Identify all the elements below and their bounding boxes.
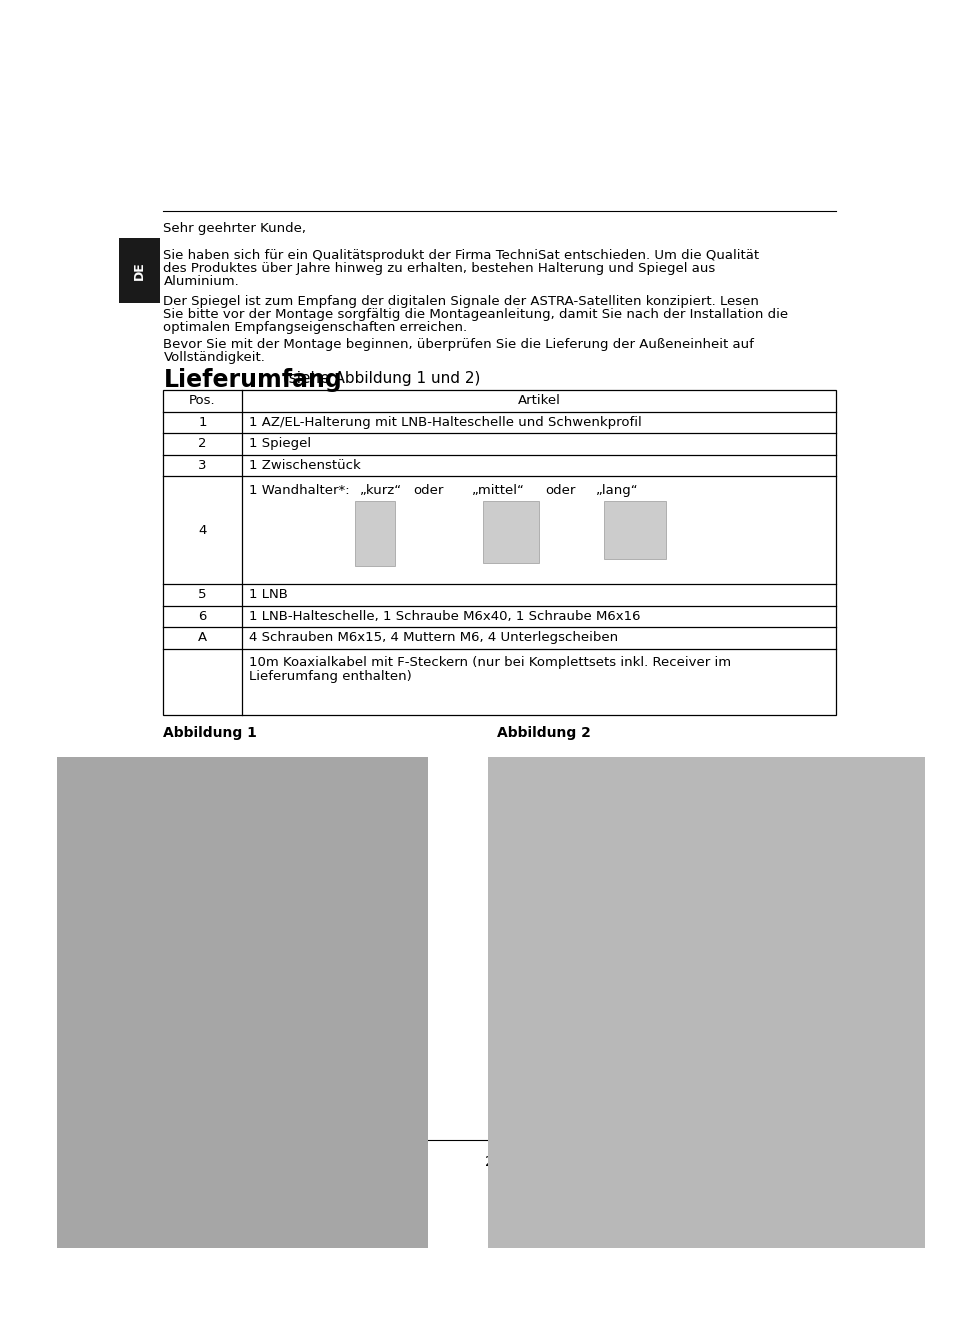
Text: 4: 4: [198, 523, 207, 537]
Bar: [482, 500, 537, 562]
Text: 1 LNB-Halteschelle, 1 Schraube M6x40, 1 Schraube M6x16: 1 LNB-Halteschelle, 1 Schraube M6x40, 1 …: [249, 610, 640, 624]
Bar: [355, 500, 395, 566]
Text: Sie haben sich für ein Qualitätsprodukt der Firma TechniSat entschieden. Um die : Sie haben sich für ein Qualitätsprodukt …: [163, 249, 759, 262]
Text: 1 Wandhalter*:: 1 Wandhalter*:: [249, 484, 350, 496]
Text: Artikel: Artikel: [517, 395, 559, 407]
Text: A: A: [198, 632, 207, 645]
Bar: [119, 238, 159, 302]
Text: 2: 2: [198, 438, 207, 451]
Text: 2: 2: [484, 1155, 493, 1168]
Text: Pos.: Pos.: [189, 395, 215, 407]
Text: * Inhalt abhängig vom gewählten Paket: * Inhalt abhängig vom gewählten Paket: [576, 1155, 822, 1168]
Text: (siehe Abbildung 1 und 2): (siehe Abbildung 1 und 2): [278, 371, 480, 385]
Text: „mittel“: „mittel“: [472, 484, 524, 496]
Text: Lieferumfang: Lieferumfang: [163, 368, 342, 392]
Bar: [603, 500, 665, 559]
Text: 10m Koaxialkabel mit F-Steckern (nur bei Komplettsets inkl. Receiver im: 10m Koaxialkabel mit F-Steckern (nur bei…: [249, 657, 731, 669]
Text: 4 Schrauben M6x15, 4 Muttern M6, 4 Unterlegscheiben: 4 Schrauben M6x15, 4 Muttern M6, 4 Unter…: [249, 632, 618, 645]
Text: Der Spiegel ist zum Empfang der digitalen Signale der ASTRA-Satelliten konzipier: Der Spiegel ist zum Empfang der digitale…: [163, 296, 759, 308]
Text: 5: 5: [198, 589, 207, 601]
Text: 1 Spiegel: 1 Spiegel: [249, 438, 312, 451]
Text: 6: 6: [198, 610, 207, 624]
Text: Aluminium.: Aluminium.: [163, 276, 239, 288]
Text: oder: oder: [545, 484, 576, 496]
Text: optimalen Empfangseigenschaften erreichen.: optimalen Empfangseigenschaften erreiche…: [163, 321, 467, 334]
Text: 1 AZ/EL-Halterung mit LNB-Halteschelle und Schwenkprofil: 1 AZ/EL-Halterung mit LNB-Halteschelle u…: [249, 416, 641, 429]
Text: 1 Zwischenstück: 1 Zwischenstück: [249, 459, 361, 472]
Text: Vollständigkeit.: Vollständigkeit.: [163, 351, 265, 364]
Text: 1: 1: [198, 416, 207, 429]
Bar: [163, 389, 835, 714]
Text: Abbildung 1: Abbildung 1: [163, 725, 257, 740]
Text: oder: oder: [414, 484, 444, 496]
Text: 1 LNB: 1 LNB: [249, 589, 288, 601]
Text: Bevor Sie mit der Montage beginnen, überprüfen Sie die Lieferung der Außeneinhei: Bevor Sie mit der Montage beginnen, über…: [163, 337, 754, 351]
Text: des Produktes über Jahre hinweg zu erhalten, bestehen Halterung und Spiegel aus: des Produktes über Jahre hinweg zu erhal…: [163, 262, 715, 276]
Text: 3: 3: [198, 459, 207, 472]
Text: „lang“: „lang“: [596, 484, 638, 496]
Text: „kurz“: „kurz“: [359, 484, 401, 496]
Text: Lieferumfang enthalten): Lieferumfang enthalten): [249, 669, 412, 682]
Text: DE: DE: [132, 261, 146, 280]
Text: Sie bitte vor der Montage sorgfältig die Montageanleitung, damit Sie nach der In: Sie bitte vor der Montage sorgfältig die…: [163, 308, 788, 321]
Text: Sehr geehrter Kunde,: Sehr geehrter Kunde,: [163, 222, 306, 235]
Text: Abbildung 2: Abbildung 2: [497, 725, 591, 740]
